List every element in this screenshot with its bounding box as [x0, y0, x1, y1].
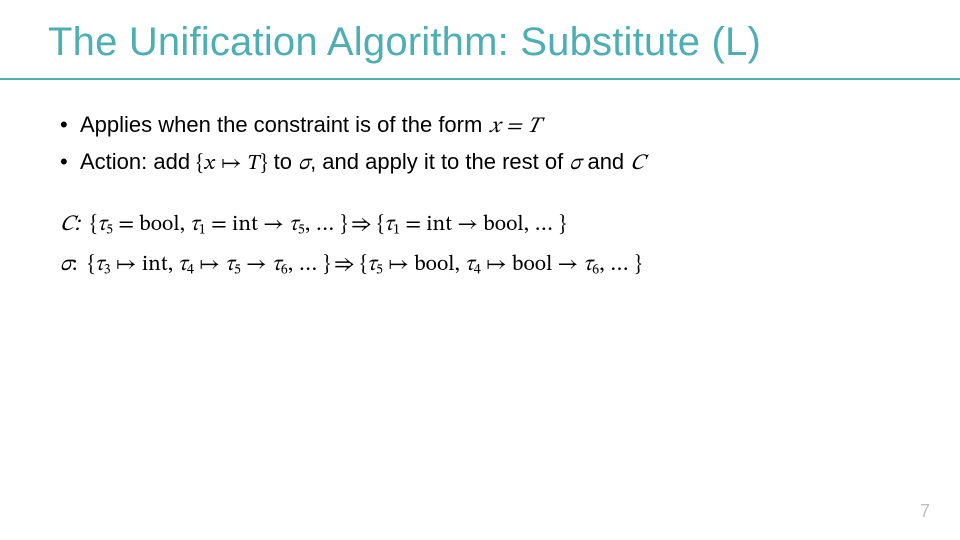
slide-body: • Applies when the constraint is of the … — [60, 110, 900, 286]
bullet-1-text: Applies when the constraint is of the fo… — [80, 110, 540, 143]
bullet-2-mid3: and — [581, 149, 630, 174]
example-C-label: 𝐶: — [60, 214, 80, 236]
bullet-dot: • — [60, 147, 80, 180]
bullet-dot: • — [60, 110, 80, 143]
example-row-sigma: σ: {τ3 ↦ int, τ4 ↦ τ5 → τ6, … } ⇒ {τ5 ↦ … — [60, 247, 900, 284]
example-sigma-label: σ: — [60, 254, 77, 276]
bullet-2-text: Action: add {𝑥 ↦ 𝑇} to σ, and apply it t… — [80, 147, 645, 180]
slide-title: The Unification Algorithm: Substitute (L… — [48, 20, 761, 65]
bullet-2-sigma2: σ — [569, 153, 581, 175]
bullet-2-prefix: Action: add — [80, 149, 196, 174]
title-underline — [0, 78, 960, 80]
bullet-2-mid1: to — [268, 149, 299, 174]
bullet-1: • Applies when the constraint is of the … — [60, 110, 900, 143]
bullet-2-C: 𝐶 — [630, 153, 644, 175]
example-C-content: {τ5 = bool, τ1 = int → τ5, … } ⇒ {τ1 = i… — [85, 214, 566, 236]
bullet-2-math1: {𝑥 ↦ 𝑇} — [196, 153, 267, 175]
bullet-1-prefix: Applies when the constraint is of the fo… — [80, 112, 488, 137]
bullet-1-math: 𝑥 = 𝑇 — [488, 116, 540, 138]
bullet-2-mid2: , and apply it to the rest of — [310, 149, 569, 174]
bullet-2: • Action: add {𝑥 ↦ 𝑇} to σ, and apply it… — [60, 147, 900, 180]
example-block: 𝐶: {τ5 = bool, τ1 = int → τ5, … } ⇒ {τ1 … — [60, 207, 900, 284]
bullet-2-sigma1: σ — [298, 153, 310, 175]
example-sigma-content: {τ3 ↦ int, τ4 ↦ τ5 → τ6, … } ⇒ {τ5 ↦ boo… — [83, 254, 642, 276]
example-row-C: 𝐶: {τ5 = bool, τ1 = int → τ5, … } ⇒ {τ1 … — [60, 207, 900, 244]
slide: The Unification Algorithm: Substitute (L… — [0, 0, 960, 540]
page-number: 7 — [920, 501, 930, 522]
